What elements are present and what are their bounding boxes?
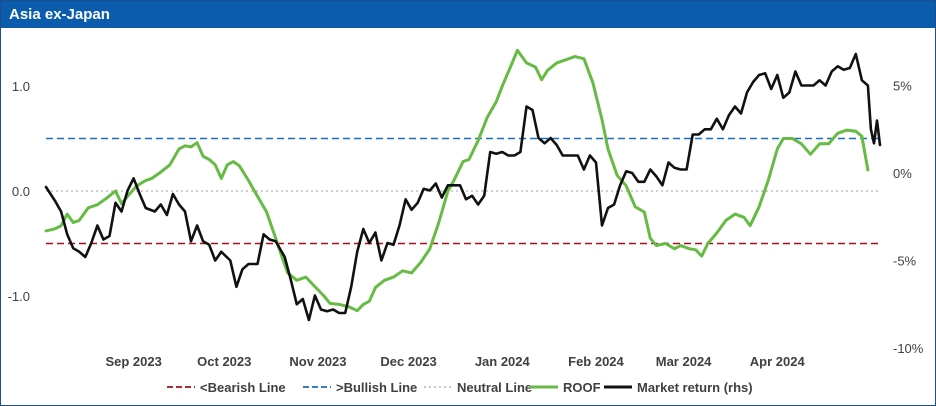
x-tick-label: Apr 2024 [750,354,806,369]
legend-label-1: >Bullish Line [336,380,417,395]
y-right-tick-label: -10% [893,341,924,356]
legend-label-2: Neutral Line [457,380,532,395]
x-tick-label: Mar 2024 [656,354,712,369]
legend-label-4: Market return (rhs) [637,380,753,395]
series-line-1 [44,52,882,322]
y-left-tick-label: 1.0 [12,79,30,94]
chart-title: Asia ex-Japan [9,6,110,23]
title-bar: Asia ex-Japan [1,1,935,28]
x-tick-label: Feb 2024 [568,354,624,369]
x-tick-label: Nov 2023 [289,354,346,369]
y-right-tick-label: 5% [893,79,912,94]
x-tick-label: Oct 2023 [197,354,251,369]
legend-label-3: ROOF [563,380,601,395]
y-left-tick-label: -1.0 [8,289,30,304]
x-tick-label: Jan 2024 [475,354,531,369]
x-tick-label: Sep 2023 [105,354,161,369]
x-tick-label: Dec 2023 [380,354,436,369]
y-right-tick-label: 0% [893,166,912,181]
legend-label-0: <Bearish Line [200,380,286,395]
y-left-tick-label: 0.0 [12,184,30,199]
series-line-0 [44,48,870,313]
y-right-tick-label: -5% [893,254,917,269]
